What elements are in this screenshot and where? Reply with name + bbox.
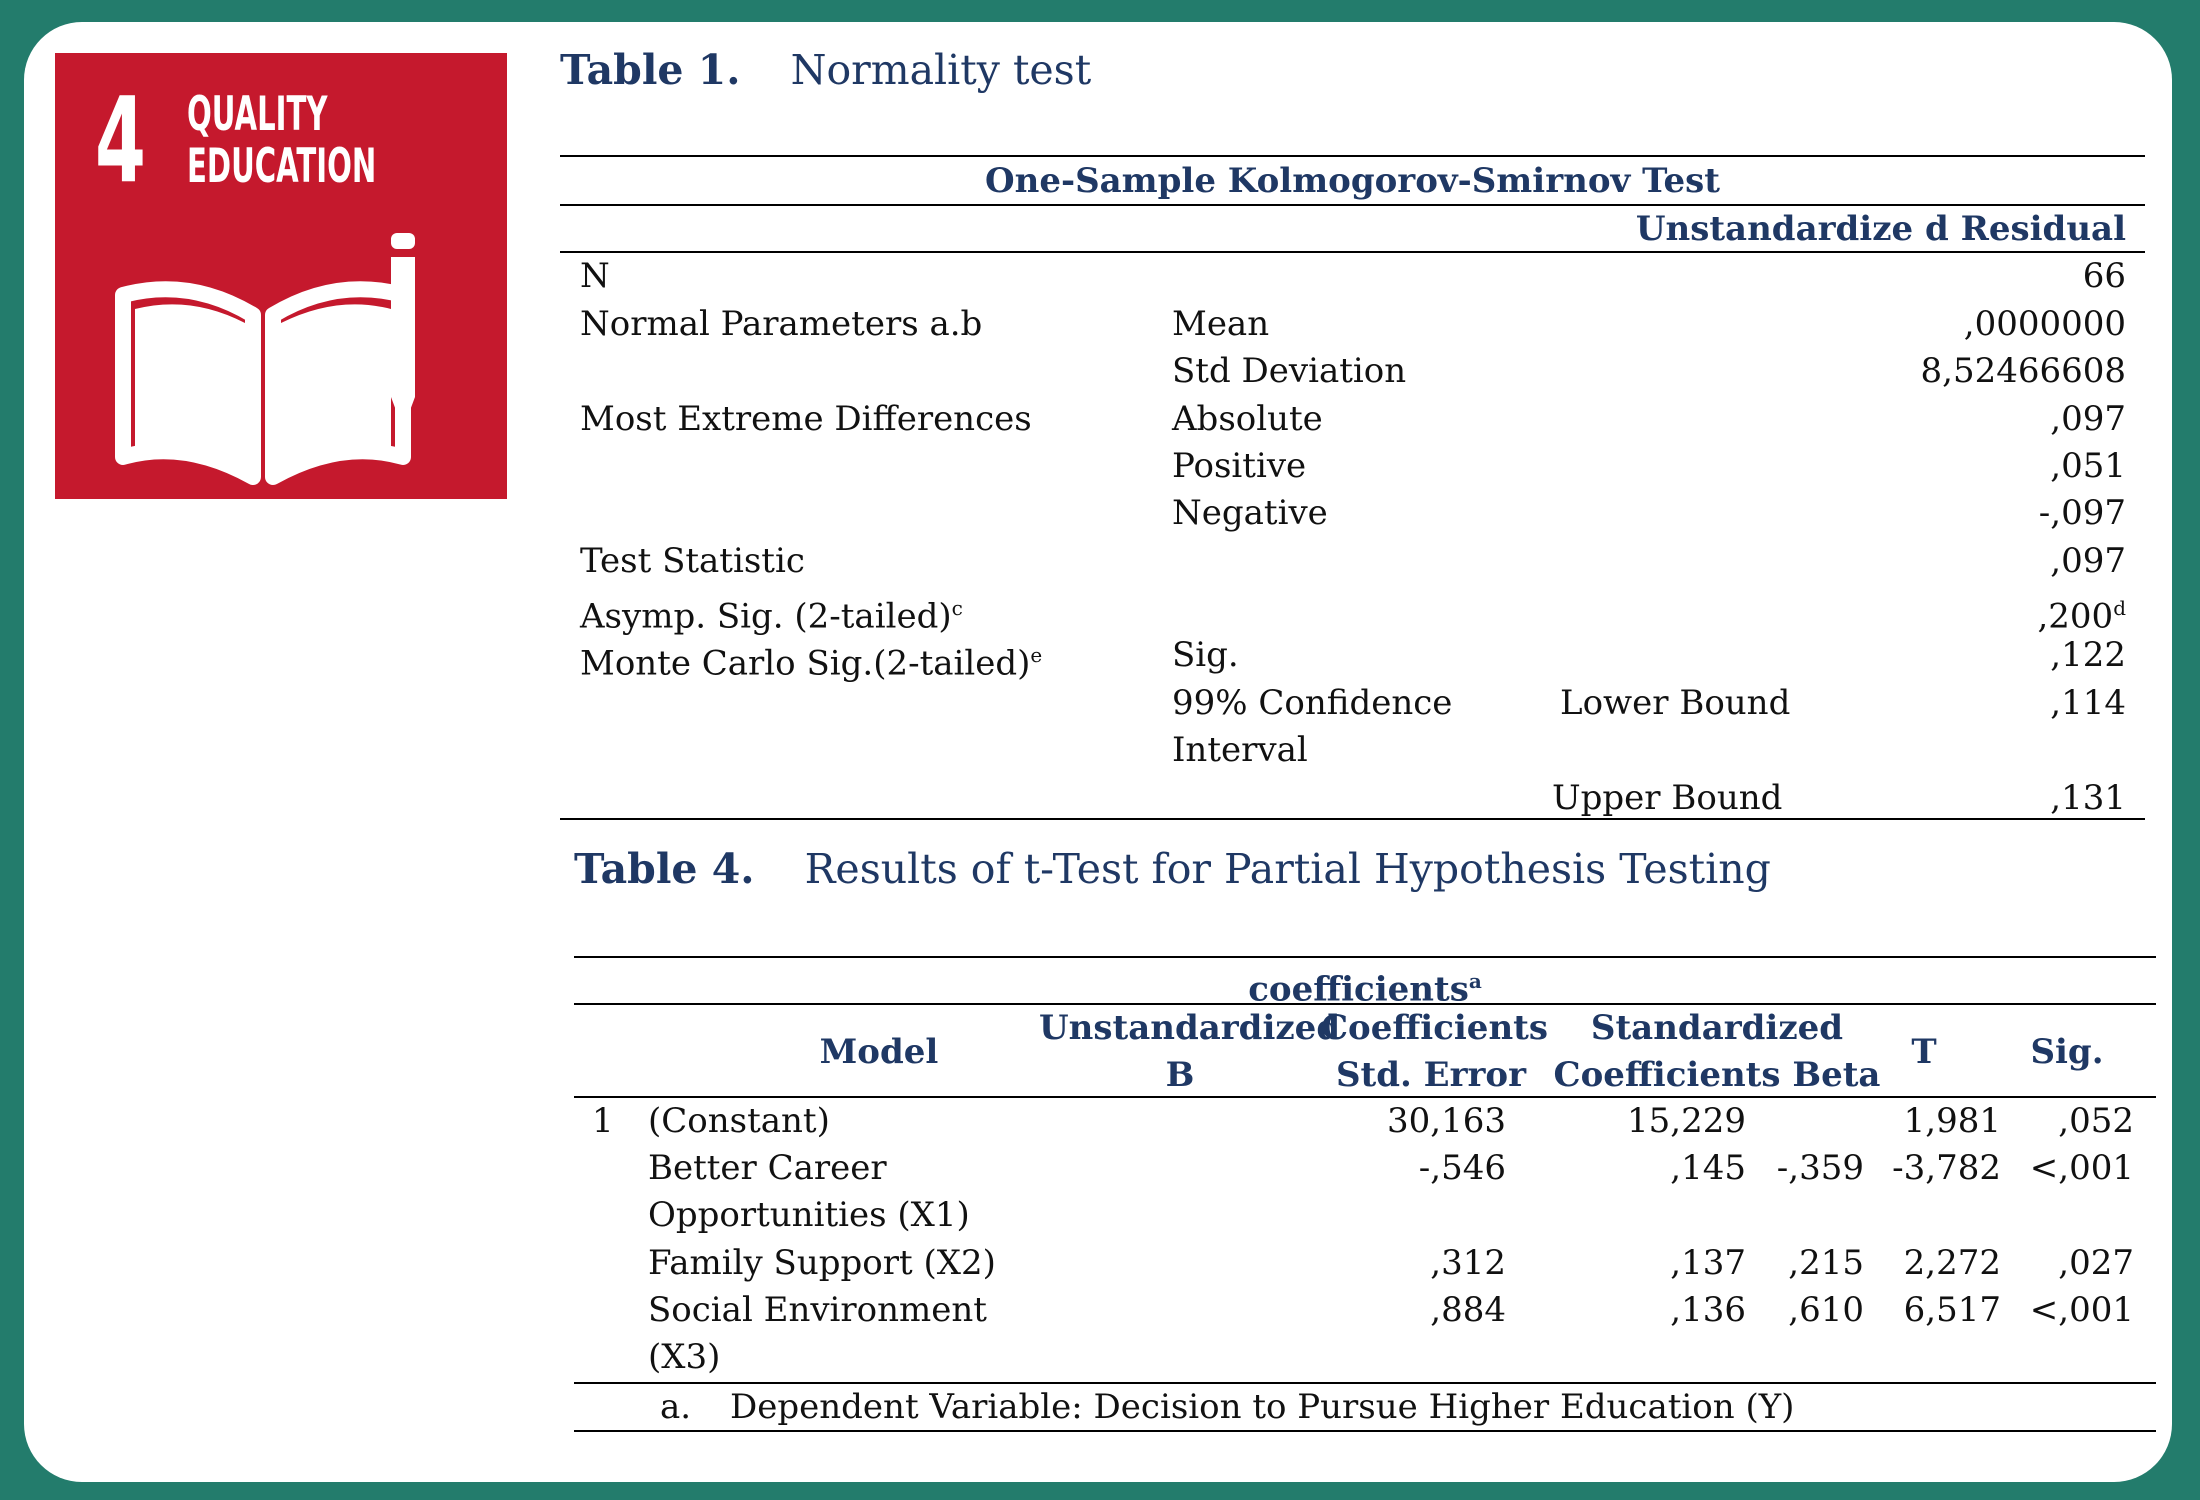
table4-caption: Table 4. Results of t-Test for Partial Hy… — [574, 845, 1771, 893]
table-row: Interval — [1172, 730, 1308, 770]
column-header-t: T — [1911, 1032, 1937, 1072]
table-row: Family Support (X2) ,312 ,137 ,215 2,272… — [648, 1243, 2134, 1283]
table4-rule-2 — [574, 1003, 2156, 1005]
table1-caption: Table 1. Normality test — [560, 46, 1091, 94]
table4-header-row-2: B Std. Error Coefficients Beta — [1165, 1055, 1881, 1095]
table4-rule-4 — [574, 1382, 2156, 1384]
table4-label: Table 4. — [574, 845, 755, 893]
table-row: Positive ,051 — [1172, 446, 2126, 486]
model-number: 1 — [592, 1101, 614, 1141]
table1-bottom-rule — [560, 818, 2145, 820]
table-row: Opportunities (X1) — [648, 1195, 970, 1235]
table-row: (X3) — [648, 1337, 721, 1377]
column-header-model: Model — [819, 1032, 939, 1072]
table-row: 1 (Constant) 30,163 15,229 1,981 ,052 — [574, 1098, 2156, 1145]
table-row: Test Statistic ,097 — [580, 541, 2126, 581]
table-row: Negative -,097 — [1172, 493, 2126, 533]
table4-top-rule — [574, 956, 2156, 958]
table1-test-name-row: One-Sample Kolmogorov-Smirnov Test — [560, 158, 2145, 205]
table1-top-rule — [560, 155, 2145, 157]
table-row: Monte Carlo Sig.(2-tailed)e Sig. ,122 — [580, 635, 2126, 684]
table1-column-header-row: Unstandardize d Residual — [560, 206, 2145, 253]
table4-group-header: coefficients — [1248, 969, 1469, 1010]
table-row: Social Environment ,884 ,136 ,610 6,517 … — [648, 1290, 2134, 1330]
column-header-sig: Sig. — [2030, 1032, 2104, 1072]
table1-label: Table 1. — [560, 46, 741, 94]
table-row: Most Extreme Differences Absolute ,097 — [580, 399, 2126, 439]
table-row: Std Deviation 8,52466608 — [1172, 351, 2126, 391]
table4-title: Results of t-Test for Partial Hypothesis… — [804, 845, 1771, 893]
table4-footnote-row: a. Dependent Variable: Decision to Pursu… — [574, 1384, 2156, 1431]
logo-number: 4 — [95, 71, 146, 209]
footnote-marker: a. — [660, 1387, 692, 1427]
table4-header-middle: Model T Sig. — [574, 1029, 2156, 1076]
table-row: Better Career -,546 ,145 -,359 -3,782 <,… — [648, 1148, 2134, 1188]
table4-group-header-row: coefficientsa — [1248, 969, 1482, 1010]
table1-rule-2 — [560, 204, 2145, 206]
table-row: N 66 — [580, 256, 2126, 296]
table1-title: Normality test — [790, 46, 1092, 94]
table1-test-name: One-Sample Kolmogorov-Smirnov Test — [985, 161, 1720, 201]
table-row: 99% Confidence Lower Bound ,114 — [1172, 683, 2126, 723]
logo-title: QUALITY EDUCATION — [187, 87, 377, 194]
table1-rule-3 — [560, 251, 2145, 253]
book-and-pencil-icon — [115, 281, 411, 485]
table4-header-row-1: Unstandardized Coefficients Standardized — [1039, 1008, 1844, 1048]
table-row: Asymp. Sig. (2-tailed)c ,200d — [580, 596, 2126, 637]
table-row: Upper Bound ,131 — [1552, 778, 2126, 818]
table1-column-header: Unstandardize d Residual — [1635, 209, 2126, 249]
pencil-icon — [391, 233, 415, 429]
footnote-text: Dependent Variable: Decision to Pursue H… — [730, 1387, 1795, 1427]
table-row: Normal Parameters a.b Mean ,0000000 — [580, 304, 2126, 344]
table4-bottom-rule — [574, 1430, 2156, 1432]
table4-rule-3 — [574, 1096, 2156, 1098]
sdg-quality-education-logo: 4 QUALITY EDUCATION — [55, 53, 507, 499]
